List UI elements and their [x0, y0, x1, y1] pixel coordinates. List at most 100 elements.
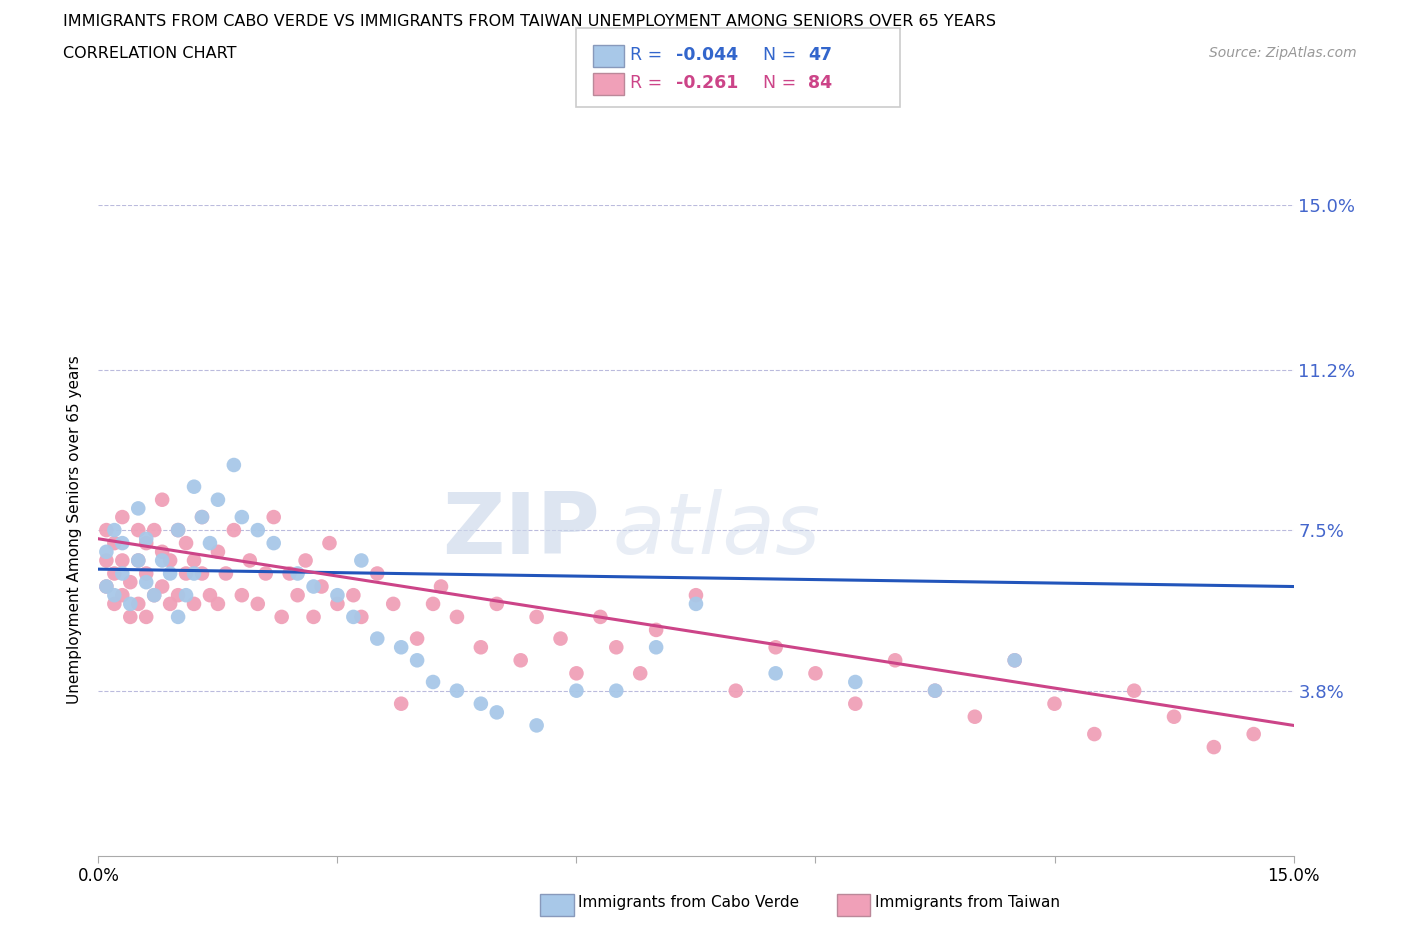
Point — [342, 588, 364, 603]
Text: N =: N = — [763, 74, 803, 92]
Point — [884, 653, 907, 668]
Text: 47: 47 — [808, 46, 832, 64]
Point — [263, 536, 285, 551]
Point — [96, 544, 118, 559]
Point — [1004, 653, 1026, 668]
Point — [135, 566, 157, 581]
Point — [96, 523, 118, 538]
Point — [207, 544, 229, 559]
Point — [111, 510, 134, 525]
Point — [446, 609, 468, 624]
Point — [198, 536, 221, 551]
Point — [724, 684, 747, 698]
Point — [135, 531, 157, 546]
Point — [127, 501, 149, 516]
Point — [222, 523, 245, 538]
Point — [804, 666, 827, 681]
Point — [135, 536, 157, 551]
Point — [628, 666, 651, 681]
Point — [485, 705, 508, 720]
Point — [111, 566, 134, 581]
Point — [844, 674, 866, 689]
Point — [350, 609, 373, 624]
Point — [302, 609, 325, 624]
Point — [1043, 697, 1066, 711]
Point — [191, 510, 214, 525]
Point — [485, 596, 508, 611]
Point — [207, 492, 229, 507]
Point — [350, 553, 373, 568]
Point — [143, 523, 166, 538]
Point — [231, 588, 253, 603]
Point — [924, 684, 946, 698]
Point — [120, 575, 142, 590]
Point — [143, 588, 166, 603]
Point — [103, 566, 125, 581]
Text: atlas: atlas — [613, 488, 820, 572]
Point — [389, 640, 412, 655]
Text: 84: 84 — [808, 74, 832, 92]
Point — [470, 640, 492, 655]
Point — [167, 523, 190, 538]
Point — [96, 579, 118, 594]
Point — [685, 588, 707, 603]
Point — [246, 596, 269, 611]
Point — [103, 596, 125, 611]
Point — [389, 697, 412, 711]
Point — [311, 579, 333, 594]
Point — [246, 523, 269, 538]
Point — [1202, 739, 1225, 754]
Point — [120, 596, 142, 611]
Point — [589, 609, 612, 624]
Text: R =: R = — [630, 46, 668, 64]
Point — [183, 553, 205, 568]
Point — [446, 684, 468, 698]
Point — [103, 588, 125, 603]
Point — [550, 631, 572, 646]
Point — [1004, 653, 1026, 668]
Point — [111, 553, 134, 568]
Point — [159, 553, 181, 568]
Point — [174, 536, 197, 551]
Point — [239, 553, 262, 568]
Point — [645, 622, 668, 637]
Point — [406, 631, 429, 646]
Text: -0.044: -0.044 — [676, 46, 738, 64]
Point — [198, 588, 221, 603]
Point — [96, 553, 118, 568]
Point — [167, 523, 190, 538]
Point — [382, 596, 405, 611]
Point — [174, 588, 197, 603]
Point — [127, 596, 149, 611]
Point — [231, 510, 253, 525]
Point — [1123, 684, 1146, 698]
Point — [135, 575, 157, 590]
Point — [605, 640, 627, 655]
Point — [174, 566, 197, 581]
Point — [509, 653, 531, 668]
Point — [127, 553, 149, 568]
Point — [96, 579, 118, 594]
Point — [150, 553, 173, 568]
Point — [183, 566, 205, 581]
Text: CORRELATION CHART: CORRELATION CHART — [63, 46, 236, 61]
Point — [167, 609, 190, 624]
Point — [103, 536, 125, 551]
Text: Immigrants from Taiwan: Immigrants from Taiwan — [875, 895, 1060, 910]
Point — [1243, 726, 1265, 741]
Point — [605, 684, 627, 698]
Point — [302, 579, 325, 594]
Point — [159, 596, 181, 611]
Point — [111, 588, 134, 603]
Text: -0.261: -0.261 — [676, 74, 738, 92]
Text: IMMIGRANTS FROM CABO VERDE VS IMMIGRANTS FROM TAIWAN UNEMPLOYMENT AMONG SENIORS : IMMIGRANTS FROM CABO VERDE VS IMMIGRANTS… — [63, 14, 997, 29]
Point — [270, 609, 292, 624]
Y-axis label: Unemployment Among Seniors over 65 years: Unemployment Among Seniors over 65 years — [67, 356, 83, 705]
Point — [526, 609, 548, 624]
Point — [318, 536, 340, 551]
Point — [422, 674, 444, 689]
Text: Source: ZipAtlas.com: Source: ZipAtlas.com — [1209, 46, 1357, 60]
Point — [254, 566, 277, 581]
Text: Immigrants from Cabo Verde: Immigrants from Cabo Verde — [578, 895, 799, 910]
Point — [685, 596, 707, 611]
